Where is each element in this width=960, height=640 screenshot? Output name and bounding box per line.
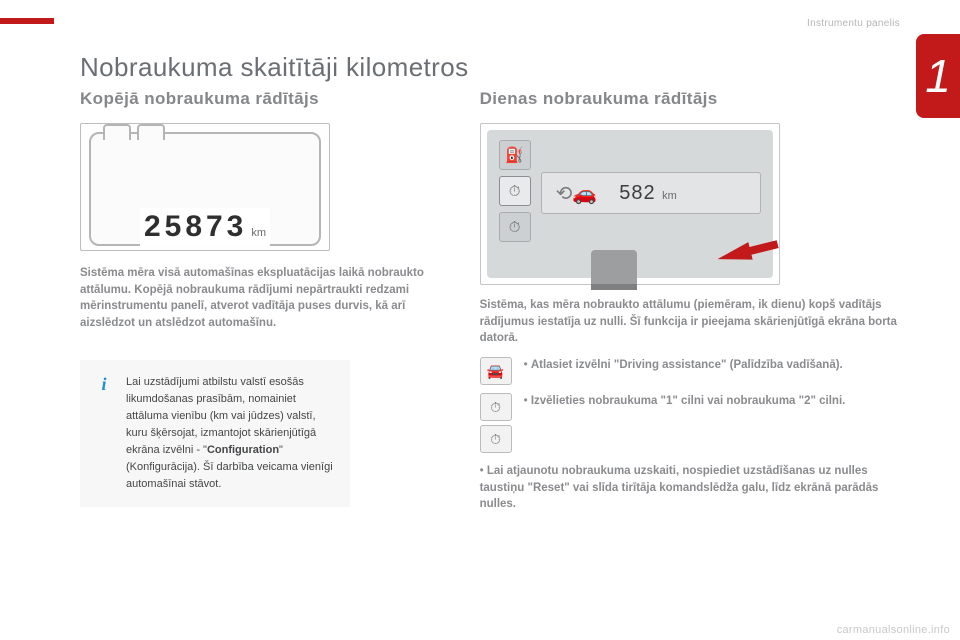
stopwatch1-icon: ⏱ [480, 393, 512, 421]
bullet-1: Atlasiet izvēlni "Driving assistance" (P… [524, 357, 843, 373]
breadcrumb: Instrumentu panelis [807, 18, 900, 29]
column-total-odometer: Kopējā nobraukuma rādītājs 25873 km Sistē… [80, 89, 446, 523]
watermark: carmanualsonline.info [837, 624, 950, 636]
column-trip-odometer: Dienas nobraukuma rādītājs ⛽ ⏱ ⏱ ⟲🚗 582 … [480, 89, 900, 523]
odometer-unit: km [251, 227, 266, 239]
info-text: Lai uzstādījumi atbilstu valstī esošās l… [126, 374, 336, 493]
heading-total: Kopējā nobraukuma rādītājs [80, 89, 446, 109]
info-callout: i Lai uzstādījumi atbilstu valstī esošās… [80, 360, 350, 507]
list-item: 🚘 Atlasiet izvēlni "Driving assistance" … [480, 357, 900, 385]
trip-readout-panel: ⟲🚗 582 km [541, 172, 761, 214]
car-icon: ⟲🚗 [556, 181, 598, 206]
trip-odo-description: Sistēma, kas mēra nobraukto attālumu (pi… [480, 297, 900, 347]
instrument-cluster-outline: 25873 km [89, 132, 321, 246]
instruction-list: 🚘 Atlasiet izvēlni "Driving assistance" … [480, 357, 900, 453]
trip-value: 582 [619, 182, 655, 204]
touchscreen-sidebar: ⛽ ⏱ ⏱ [499, 140, 531, 242]
driving-assistance-icon: 🚘 [480, 357, 512, 385]
bullet-2: Izvēlieties nobraukuma "1" cilni vai nob… [524, 393, 846, 409]
left-red-spine [0, 18, 54, 24]
page-content: Nobraukuma skaitītāji kilometros Kopējā … [80, 52, 900, 620]
odometer-digits: 25873 [144, 210, 247, 243]
clock-icon: ⏱ [499, 176, 531, 206]
reset-instruction: Lai atjaunotu nobraukuma uzskaiti, nospi… [480, 463, 900, 513]
odometer-readout: 25873 km [140, 208, 270, 246]
stopwatch2-icon: ⏱ [480, 425, 512, 453]
chapter-number: 1 [925, 53, 951, 99]
page-title: Nobraukuma skaitītāji kilometros [80, 52, 900, 83]
info-icon: i [94, 374, 114, 394]
heading-trip: Dienas nobraukuma rādītājs [480, 89, 900, 109]
fuel-icon: ⛽ [499, 140, 531, 170]
trip-unit: km [662, 190, 677, 202]
chapter-tab: 1 [916, 34, 960, 118]
odometer-illustration: 25873 km [80, 123, 330, 251]
list-item: ⏱ ⏱ Izvēlieties nobraukuma "1" cilni vai… [480, 393, 900, 453]
finger-press-graphic [591, 250, 637, 290]
clock2-icon: ⏱ [499, 212, 531, 242]
trip-screen-illustration: ⛽ ⏱ ⏱ ⟲🚗 582 km [480, 123, 780, 285]
total-odo-description: Sistēma mēra visā automašīnas ekspluatāc… [80, 265, 446, 332]
